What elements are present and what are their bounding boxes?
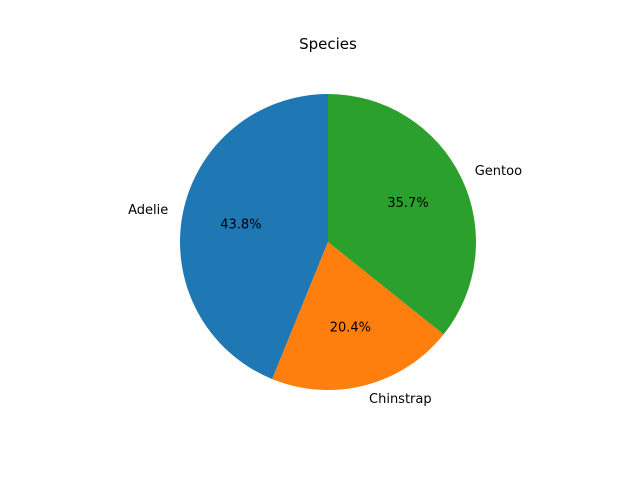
pie-labels: Adelie 43.8% Chinstrap 20.4% Gentoo 35.7% <box>128 164 522 407</box>
slice-percent-adelie: 43.8% <box>220 217 261 232</box>
pie-slice-adelie <box>180 94 328 380</box>
slice-percent-gentoo: 35.7% <box>387 196 428 211</box>
slice-label-chinstrap: Chinstrap <box>369 392 432 407</box>
slice-label-adelie: Adelie <box>128 203 168 218</box>
pie-slice-gentoo <box>328 94 476 335</box>
pie-slices <box>180 94 476 390</box>
pie-slice-chinstrap <box>272 242 444 390</box>
chart-title: Species <box>299 35 357 53</box>
slice-percent-chinstrap: 20.4% <box>330 320 371 335</box>
slice-label-gentoo: Gentoo <box>475 164 522 179</box>
